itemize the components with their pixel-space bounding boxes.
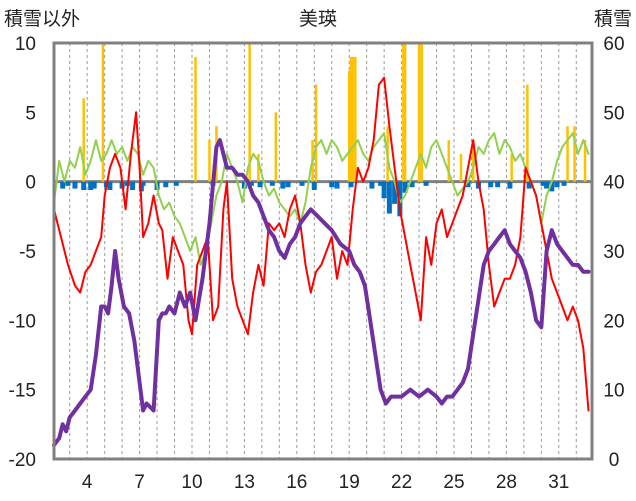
bar — [540, 181, 546, 186]
bar — [447, 140, 451, 182]
bar — [299, 181, 305, 186]
x-tick: 19 — [339, 472, 360, 493]
chart-title: 美瑛 — [299, 8, 337, 30]
series-sunshine-bars — [82, 43, 587, 182]
bar — [347, 70, 351, 182]
bar — [269, 181, 275, 186]
x-tick: 31 — [548, 472, 569, 493]
y-tick-left: -10 — [9, 311, 36, 332]
bar — [507, 181, 513, 189]
bar — [392, 181, 398, 204]
bar — [566, 126, 569, 182]
y-tick-right: 40 — [603, 173, 624, 194]
bar — [526, 181, 532, 189]
series-snow-depth — [52, 138, 591, 448]
bar — [549, 181, 555, 192]
x-tick: 22 — [391, 472, 412, 493]
bar — [130, 181, 136, 190]
bar — [409, 181, 415, 188]
bar — [280, 181, 286, 189]
bar — [194, 56, 197, 182]
bar — [510, 153, 513, 182]
bar — [561, 181, 567, 186]
y-tick-right: 0 — [609, 450, 620, 471]
bar — [459, 153, 463, 182]
bar — [354, 56, 357, 182]
bar — [285, 181, 291, 188]
bar — [208, 140, 211, 182]
series-temperature-max — [53, 76, 590, 412]
bar — [583, 140, 587, 182]
bar — [402, 43, 405, 182]
bar — [423, 181, 429, 186]
grid-lines — [69, 43, 577, 459]
bar — [101, 43, 105, 182]
bar — [381, 181, 387, 199]
bar — [65, 181, 71, 186]
y-tick-right: 50 — [603, 103, 624, 124]
y-tick-left: -15 — [9, 381, 36, 402]
y-tick-left: 0 — [25, 173, 36, 194]
bar — [60, 181, 66, 189]
bar — [72, 181, 78, 189]
y-tick-right: 20 — [603, 311, 624, 332]
x-tick: 7 — [134, 472, 145, 493]
bar — [314, 84, 318, 182]
y-tick-left: -5 — [19, 242, 36, 263]
bar — [163, 181, 169, 188]
bar — [554, 181, 560, 188]
series-temperature-mean — [53, 132, 590, 266]
plot-frame — [52, 41, 594, 461]
y-tick-right: 60 — [603, 34, 624, 55]
bar — [311, 181, 317, 190]
bar — [495, 181, 501, 188]
bar — [465, 181, 471, 188]
bar — [417, 43, 421, 182]
bar — [471, 140, 475, 182]
bar — [173, 181, 179, 186]
bar — [573, 126, 576, 182]
x-tick: 10 — [181, 472, 202, 493]
x-tick: 28 — [496, 472, 517, 493]
bar — [248, 181, 254, 186]
bar — [248, 43, 251, 182]
x-tick: 13 — [234, 472, 255, 493]
bar — [351, 56, 354, 182]
bar — [349, 56, 353, 182]
bar — [274, 112, 278, 182]
right-axis-label: 積雪 — [594, 8, 632, 30]
y-tick-left: 5 — [25, 103, 36, 124]
x-tick: 25 — [443, 472, 464, 493]
bar — [81, 181, 87, 190]
bar — [488, 181, 494, 188]
y-tick-right: 10 — [603, 381, 624, 402]
bar — [91, 181, 97, 189]
bar — [257, 153, 260, 182]
bar — [88, 181, 94, 190]
bar — [420, 43, 423, 182]
bar — [386, 181, 392, 214]
y-tick-left: -20 — [9, 450, 36, 471]
left-axis-label: 積雪以外 — [4, 8, 80, 30]
y-tick-right: 30 — [603, 242, 624, 263]
bar — [403, 43, 407, 182]
bar — [329, 181, 335, 188]
bar — [107, 181, 113, 190]
x-tick: 4 — [82, 472, 93, 493]
bar — [402, 181, 408, 193]
bar — [334, 181, 340, 189]
chart-marks — [52, 43, 592, 448]
bar — [82, 98, 85, 182]
bar — [257, 181, 263, 188]
bar — [378, 181, 384, 186]
bar — [348, 181, 354, 188]
bar — [369, 181, 375, 189]
bar — [140, 181, 146, 186]
y-tick-left: 10 — [15, 34, 36, 55]
bar — [544, 181, 550, 189]
bar — [526, 84, 529, 182]
x-tick: 16 — [286, 472, 307, 493]
